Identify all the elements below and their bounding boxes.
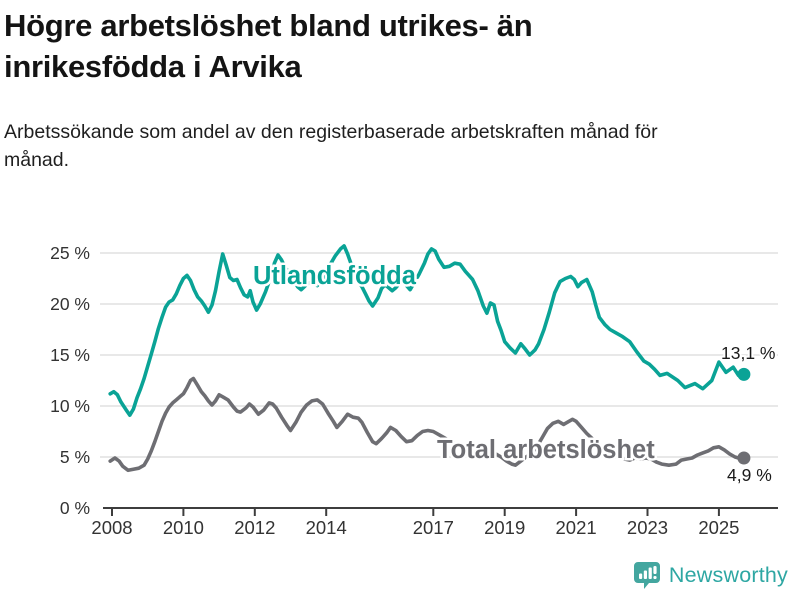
chart-subtitle: Arbetssökande som andel av den registerb… [4,121,658,172]
y-axis-tick-labels: 0 % 5 % 10 % 15 % 20 % 25 % [50,243,90,518]
series-label-total: Total arbetslöshet [437,436,655,464]
series-lines [108,244,751,473]
annotation-utlandsfodda-value: 13,1 % [721,343,775,363]
x-tick-label: 2021 [556,517,597,538]
chart: 0 %5 %10 %15 %20 %25 % 2008 2010 2012 2014 2… [50,243,778,538]
y-tick-label: 15 % [50,345,90,365]
x-tick-label: 2025 [698,517,739,538]
speech-bubble-bar-chart-icon [633,562,660,589]
x-tick-label: 2012 [234,517,275,538]
x-axis-tick-labels: 2008 2010 2012 2014 2017 2019 2021 2023 2025 [91,517,739,538]
x-tick-label: 2010 [163,517,204,538]
utlandsfodda-end-dot [737,367,751,381]
total-end-dot [737,451,751,465]
page-title: Högre arbetslöshet bland utrikes- än inr… [4,8,533,84]
x-tick-label: 2023 [627,517,668,538]
y-tick-label: 10 % [50,396,90,416]
series-label-utlandsfodda: Utlandsfödda [253,262,417,290]
gridlines [100,252,778,458]
total-arbetsloshet-line [108,376,746,473]
utlandsfodda-line [108,244,746,417]
y-tick-label: 5 % [60,447,90,467]
y-tick-label: 25 % [50,243,90,263]
x-tick-label: 2008 [91,517,132,538]
annotation-total-value: 4,9 % [727,465,772,485]
x-tick-label: 2014 [306,517,347,538]
brand-name: Newsworthy [668,563,788,587]
x-tick-label: 2017 [413,517,454,538]
x-tick-label: 2019 [484,517,525,538]
y-tick-label: 0 % [60,498,90,518]
newsworthy-logo: Newsworthy [633,561,788,590]
x-axis [103,507,778,516]
y-tick-label: 20 % [50,294,90,314]
